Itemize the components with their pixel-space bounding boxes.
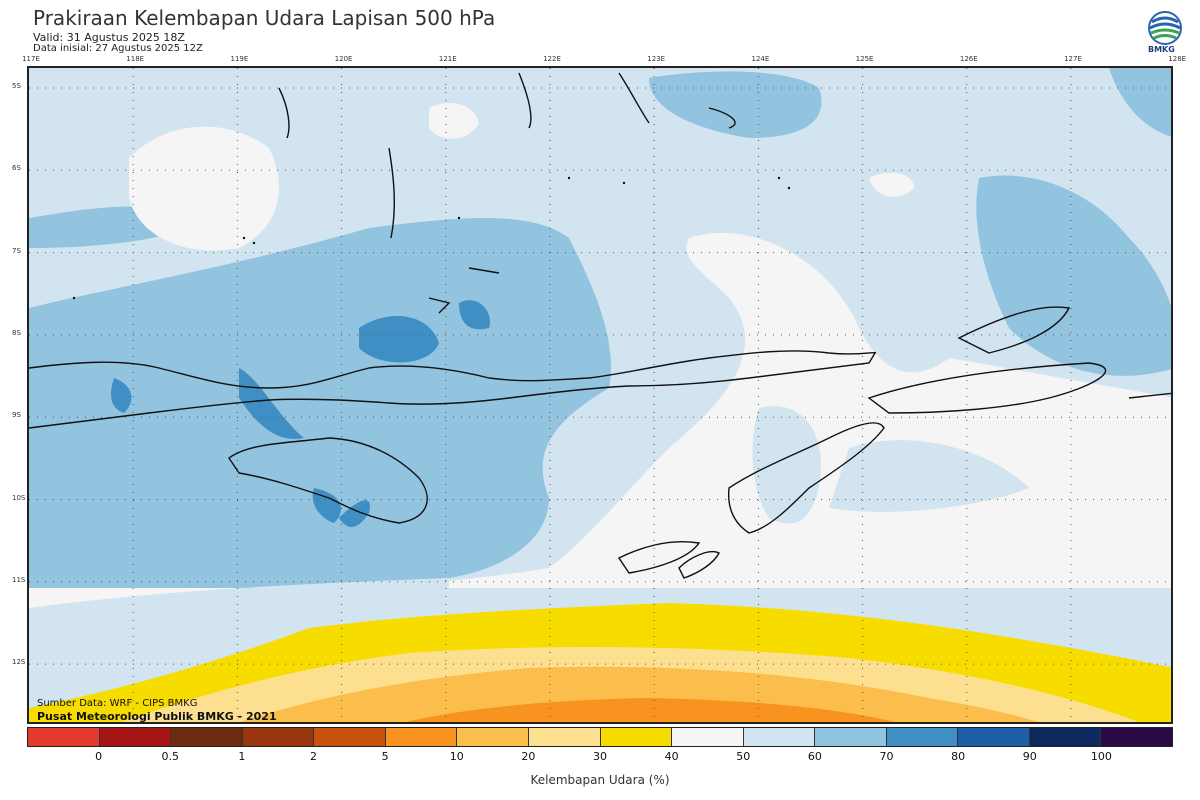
colorbar-tick-label: 0 (95, 750, 103, 763)
lat-label: 10S (12, 493, 26, 502)
lon-label: 119E (230, 55, 249, 63)
publisher-credit: Pusat Meteorologi Publik BMKG - 2021 (37, 710, 277, 723)
valid-time: Valid: 31 Agustus 2025 18Z (33, 31, 185, 44)
lon-label: 122E (543, 55, 561, 63)
lon-label: 117E (22, 55, 40, 63)
colorbar-swatch (457, 728, 529, 746)
lat-label: 9S (12, 411, 21, 420)
initial-time: Data inisial: 27 Agustus 2025 12Z (33, 43, 203, 54)
colorbar-tick-label: 30 (593, 750, 607, 763)
lon-label: 126E (959, 55, 978, 63)
colorbar-swatch (815, 728, 887, 746)
colorbar-swatch (171, 728, 243, 746)
data-source-credit: Sumber Data: WRF - CIPS BMKG (37, 698, 198, 709)
colorbar-tick-label: 50 (736, 750, 751, 763)
colorbar (27, 727, 1173, 747)
lon-label: 120E (334, 55, 353, 63)
lat-label: 8S (12, 328, 21, 337)
colorbar-label: Kelembapan Udara (%) (530, 773, 670, 787)
colorbar-swatch (886, 728, 959, 746)
logo-text: BMKG (1148, 45, 1175, 54)
humidity-map (27, 66, 1173, 724)
colorbar-swatch (1101, 728, 1172, 746)
lat-label: 11S (12, 575, 26, 584)
colorbar-tick-label: 1 (238, 750, 246, 763)
colorbar-tick-label: 60 (807, 750, 822, 763)
lat-label: 7S (12, 246, 21, 255)
bmkg-logo-icon (1148, 11, 1182, 45)
lon-label: 127E (1064, 55, 1082, 63)
colorbar-tick-label: 2 (310, 750, 317, 763)
lon-label: 125E (855, 55, 874, 63)
colorbar-swatch (242, 728, 315, 746)
colorbar-tick-label: 100 (1090, 750, 1112, 763)
colorbar-tick-label: 70 (879, 750, 894, 763)
colorbar-swatch (958, 728, 1030, 746)
colorbar-swatch (1029, 728, 1102, 746)
colorbar-swatch (743, 728, 816, 746)
lon-label: 123E (647, 55, 666, 63)
lat-label: 6S (12, 164, 21, 173)
colorbar-tick-label: 80 (951, 750, 966, 763)
colorbar-tick-label: 20 (521, 750, 536, 763)
colorbar-tick-label: 90 (1022, 750, 1037, 763)
colorbar-tick-label: 0.5 (161, 750, 180, 763)
lon-label: 128E (1168, 55, 1187, 63)
colorbar-tick-label: 40 (664, 750, 679, 763)
colorbar-tick-label: 10 (449, 750, 464, 763)
lat-label: 12S (12, 658, 26, 667)
colorbar-swatch (600, 728, 673, 746)
lon-label: 121E (438, 55, 457, 63)
colorbar-tick-label: 5 (381, 750, 389, 763)
colorbar-swatch (28, 728, 100, 746)
colorbar-swatch (672, 728, 744, 746)
colorbar-swatch (314, 728, 386, 746)
map-title: Prakiraan Kelembapan Udara Lapisan 500 h… (33, 6, 496, 30)
colorbar-swatch (99, 728, 172, 746)
lon-label: 118E (126, 55, 145, 63)
colorbar-swatch (528, 728, 601, 746)
lon-label: 124E (751, 55, 770, 63)
lat-label: 5S (12, 82, 21, 90)
colorbar-swatch (385, 728, 458, 746)
